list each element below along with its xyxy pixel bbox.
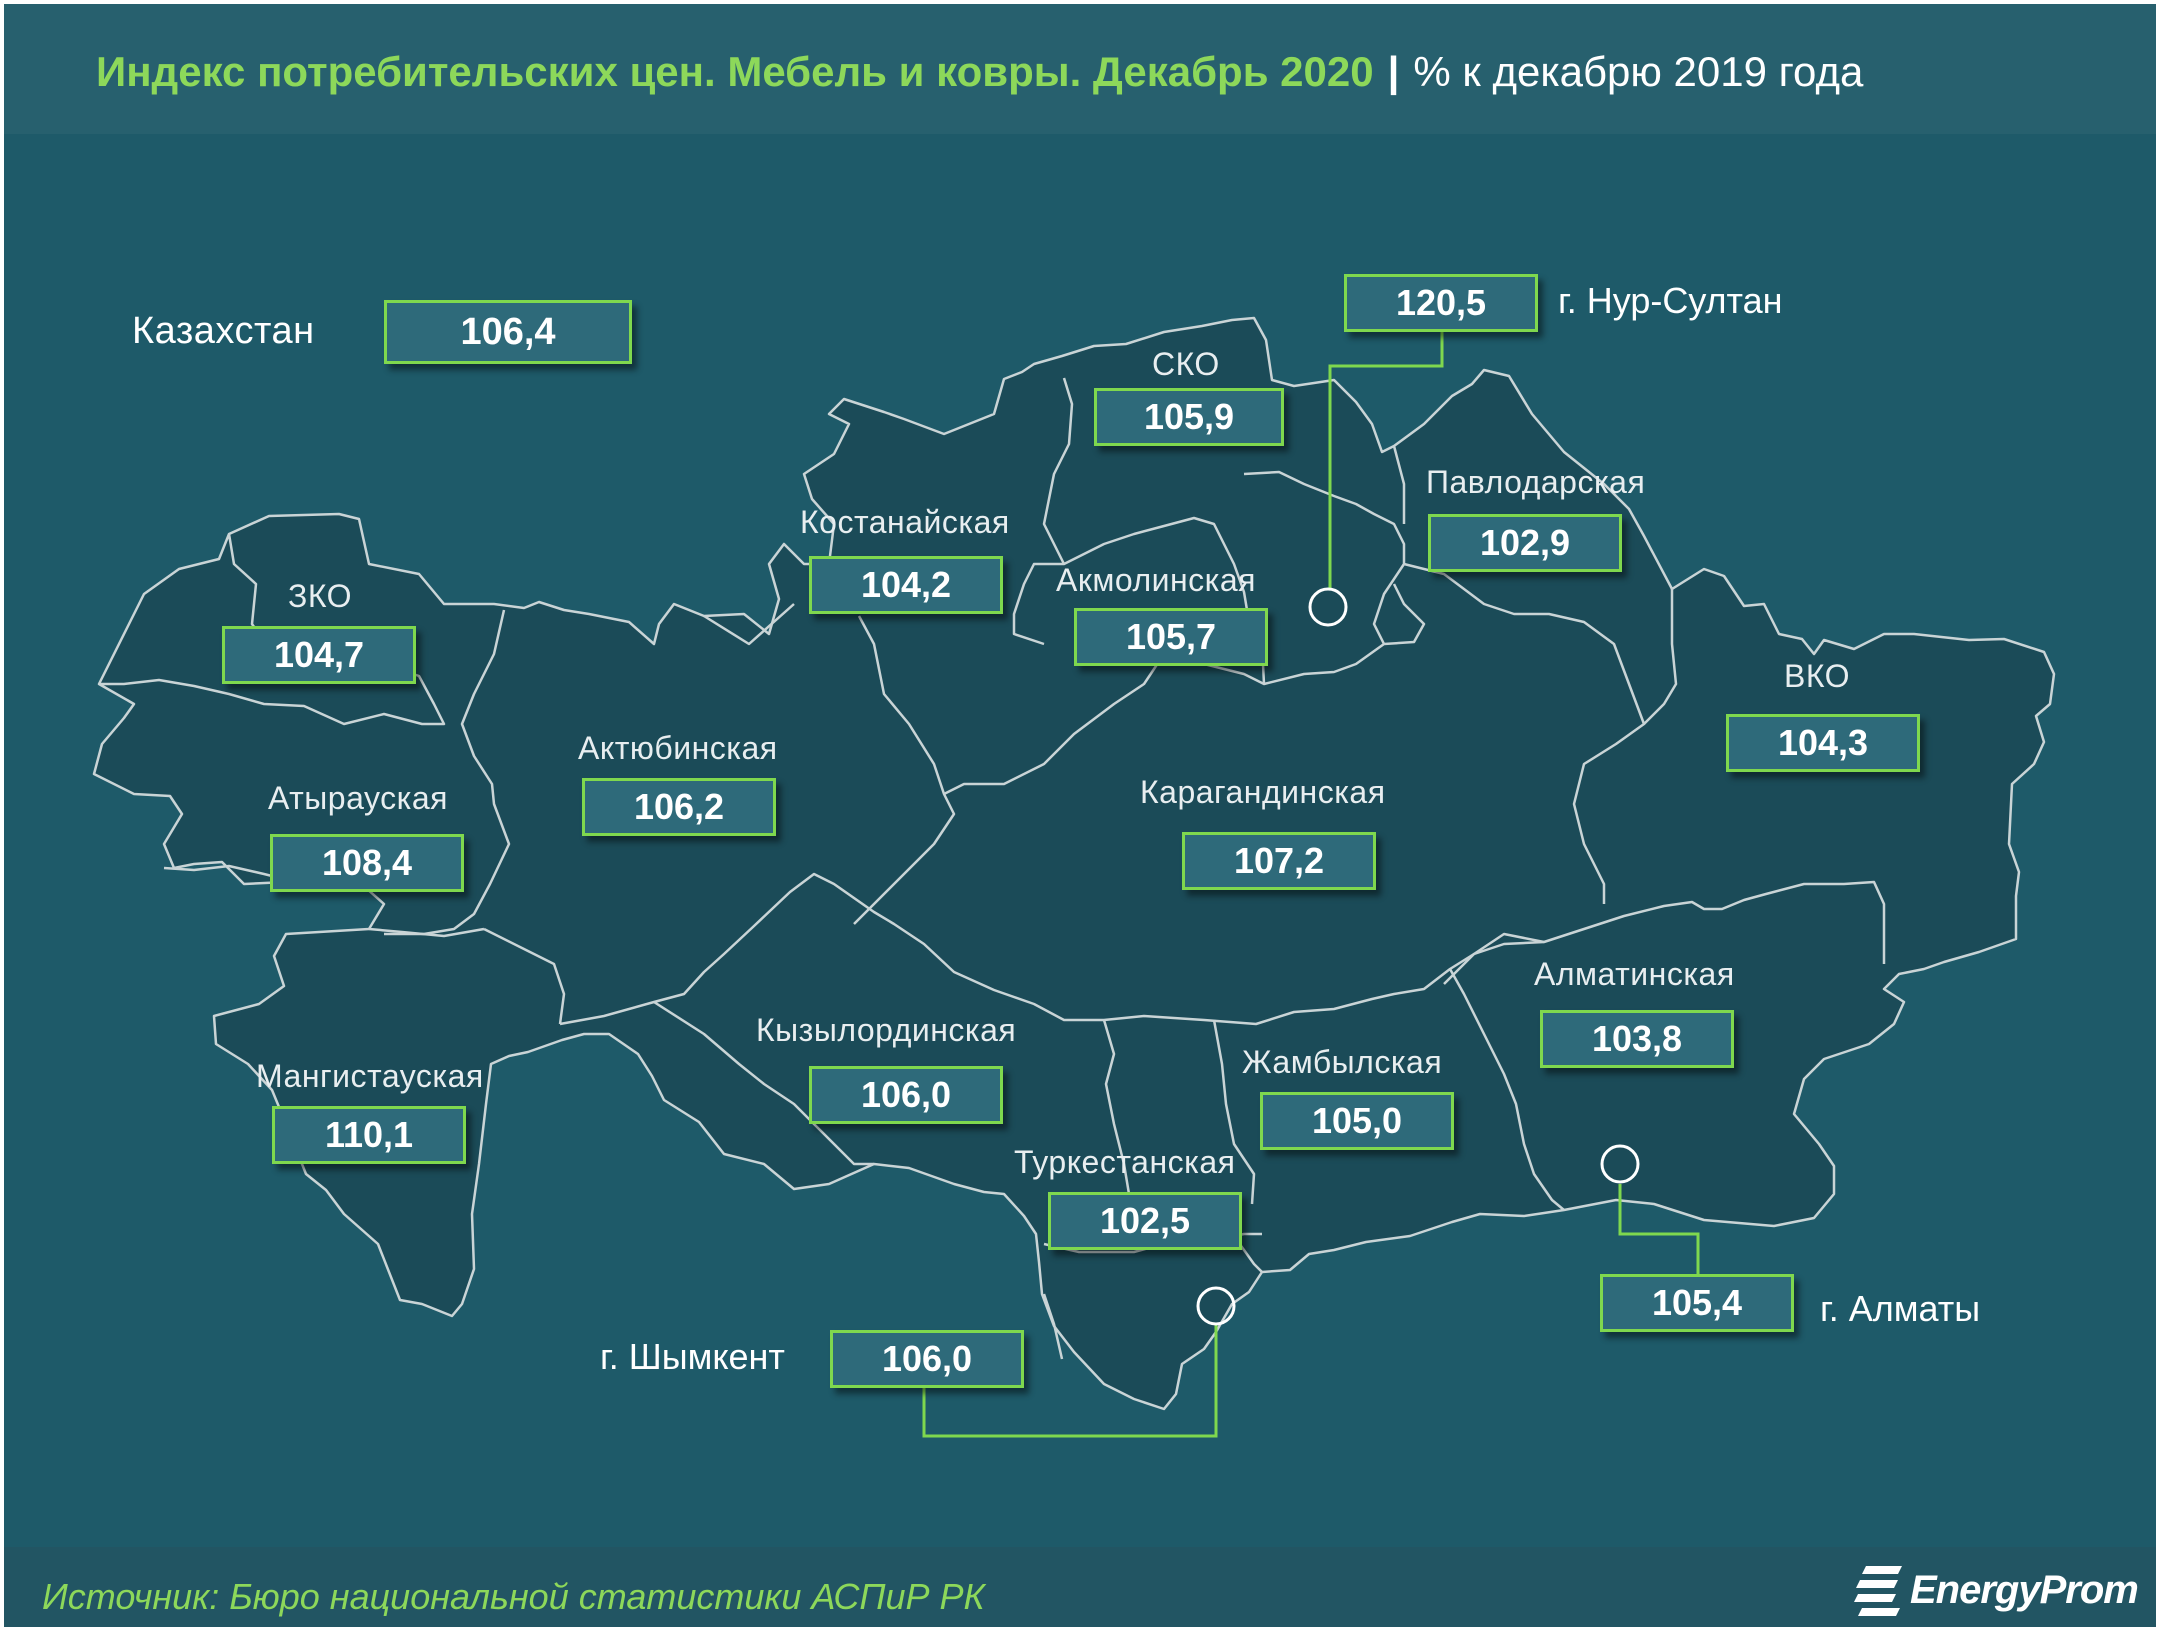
almaty-connector [1618, 1184, 1700, 1274]
country-label: Казахстан [132, 310, 315, 352]
city-connectors [922, 330, 1700, 1438]
region-value-aktobe: 106,2 [582, 778, 776, 836]
city-value-nur-sultan: 120,5 [1344, 274, 1538, 332]
city-markers [1196, 587, 1640, 1326]
footer-bar [4, 1547, 2156, 1627]
shymkent-connector [922, 1324, 1218, 1438]
region-label-mangystau: Мангистауская [256, 1058, 484, 1094]
city-label-nur-sultan: г. Нур-Султан [1558, 280, 1783, 321]
region-label-turkestan: Туркестанская [1014, 1144, 1236, 1180]
region-label-kostanay: Костанайская [800, 504, 1010, 540]
country-value-box: 106,4 [384, 300, 632, 364]
source-note: Источник: Бюро национальной статистики А… [42, 1576, 985, 1617]
energyprom-logo: EnergyProm [1852, 1562, 2139, 1618]
region-value-zhambyl: 105,0 [1260, 1092, 1454, 1150]
city-marker-icon [1600, 1144, 1640, 1184]
city-marker-icon [1196, 1286, 1236, 1326]
city-label-almaty: г. Алматы [1820, 1288, 1981, 1329]
region-label-sko: СКО [1152, 346, 1220, 382]
region-value-akmola: 105,7 [1074, 608, 1268, 666]
region-value-karaganda: 107,2 [1182, 832, 1376, 890]
region-label-aktobe: Актюбинская [578, 730, 778, 766]
header-bar [4, 4, 2156, 134]
title-main: Индекс потребительских цен. Мебель и ков… [96, 48, 1374, 95]
region-value-pavlodar: 102,9 [1428, 514, 1622, 572]
map-outline [92, 316, 2056, 1411]
region-borders [99, 377, 1886, 1360]
city-marker-icon [1308, 587, 1348, 627]
energyprom-logo-icon [1854, 1566, 1902, 1616]
region-label-zhambyl: Жамбылская [1242, 1044, 1443, 1080]
region-label-kyzylorda: Кызылординская [756, 1012, 1017, 1048]
city-value-almaty: 105,4 [1600, 1274, 1794, 1332]
region-value-kostanay: 104,2 [809, 556, 1003, 614]
region-value-mangystau: 110,1 [272, 1106, 466, 1164]
region-value-sko: 105,9 [1094, 388, 1284, 446]
connector-lines [922, 330, 1700, 1438]
infographic-frame: Индекс потребительских цен. Мебель и ков… [4, 4, 2156, 1627]
region-label-pavlodar: Павлодарская [1426, 464, 1646, 500]
page-title: Индекс потребительских цен. Мебель и ков… [96, 48, 1863, 96]
region-label-zko: ЗКО [288, 578, 352, 614]
region-label-karaganda: Карагандинская [1140, 774, 1386, 810]
region-value-almaty-region: 103,8 [1540, 1010, 1734, 1068]
region-label-akmola: Акмолинская [1056, 562, 1256, 598]
region-value-turkestan: 102,5 [1048, 1192, 1242, 1250]
region-value-kyzylorda: 106,0 [809, 1066, 1003, 1124]
region-label-atyrau: Атырауская [268, 780, 448, 816]
region-value-atyrau: 108,4 [270, 834, 464, 892]
logo-text: EnergyProm [1910, 1568, 2139, 1612]
city-value-shymkent: 106,0 [830, 1330, 1024, 1388]
region-label-almaty-region: Алматинская [1534, 956, 1735, 992]
title-subtitle: % к декабрю 2019 года [1413, 48, 1864, 95]
title-separator: | [1387, 48, 1400, 95]
kazakhstan-map [92, 316, 2056, 1411]
region-label-vko: ВКО [1784, 658, 1851, 694]
region-value-vko: 104,3 [1726, 714, 1920, 772]
region-value-zko: 104,7 [222, 626, 416, 684]
nur-sultan-connector [1328, 330, 1444, 589]
city-label-shymkent: г. Шымкент [600, 1336, 785, 1377]
